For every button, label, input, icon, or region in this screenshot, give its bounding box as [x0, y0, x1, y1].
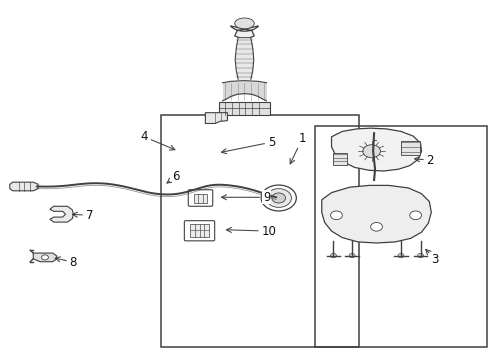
Text: 7: 7	[72, 209, 93, 222]
Bar	[161, 115, 359, 347]
Circle shape	[409, 211, 421, 220]
Polygon shape	[50, 206, 73, 222]
Bar	[189, 224, 209, 237]
Bar	[400, 141, 419, 155]
Circle shape	[397, 253, 403, 258]
Circle shape	[417, 253, 423, 258]
Polygon shape	[33, 253, 57, 262]
Text: 2: 2	[414, 154, 433, 167]
FancyBboxPatch shape	[184, 221, 214, 241]
Text: 10: 10	[226, 225, 276, 238]
Circle shape	[348, 253, 354, 258]
Circle shape	[271, 193, 285, 203]
Polygon shape	[331, 128, 421, 171]
Text: 8: 8	[55, 256, 77, 269]
Ellipse shape	[234, 18, 254, 29]
Polygon shape	[321, 185, 430, 243]
Bar	[333, 153, 346, 165]
Circle shape	[370, 222, 382, 231]
Circle shape	[362, 145, 380, 158]
Circle shape	[330, 211, 342, 220]
Circle shape	[330, 253, 336, 258]
Text: 5: 5	[221, 136, 275, 154]
Text: 6: 6	[166, 170, 180, 183]
Text: 9: 9	[221, 191, 270, 204]
FancyBboxPatch shape	[188, 190, 212, 206]
Text: 4: 4	[140, 130, 175, 150]
Polygon shape	[230, 26, 258, 38]
Polygon shape	[10, 182, 38, 191]
Polygon shape	[205, 113, 227, 123]
Bar	[218, 102, 270, 115]
Circle shape	[41, 255, 48, 260]
Circle shape	[265, 189, 291, 207]
Text: 3: 3	[425, 249, 438, 266]
Bar	[315, 126, 486, 347]
Bar	[193, 194, 207, 203]
Text: 1: 1	[289, 132, 305, 164]
